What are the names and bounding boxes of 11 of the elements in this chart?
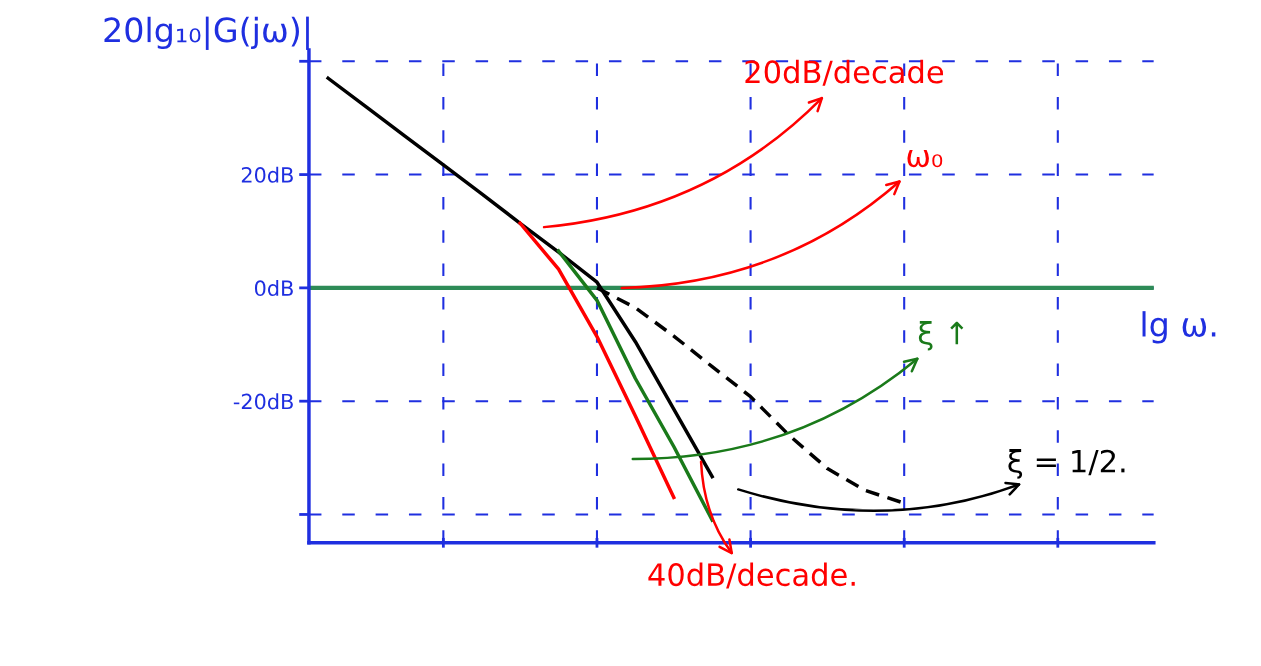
text: 40dB/decade. — [648, 562, 855, 589]
y-tick-label: 20dB — [241, 166, 293, 183]
y-tick-label: -20dB — [233, 393, 293, 410]
annotation: 20dB/decade — [745, 59, 944, 86]
annotation: ω₀ — [907, 150, 943, 168]
x-axis-title: lg ω. — [1142, 311, 1216, 344]
y-tick-label: 0dB — [254, 279, 293, 297]
line-series — [518, 221, 676, 500]
annotation: ξ = 1/2. — [1008, 449, 1125, 479]
annotation: ξ ↑ — [918, 320, 964, 351]
y-axis-title: 20lg₁₀|G(jω)| — [104, 16, 309, 50]
